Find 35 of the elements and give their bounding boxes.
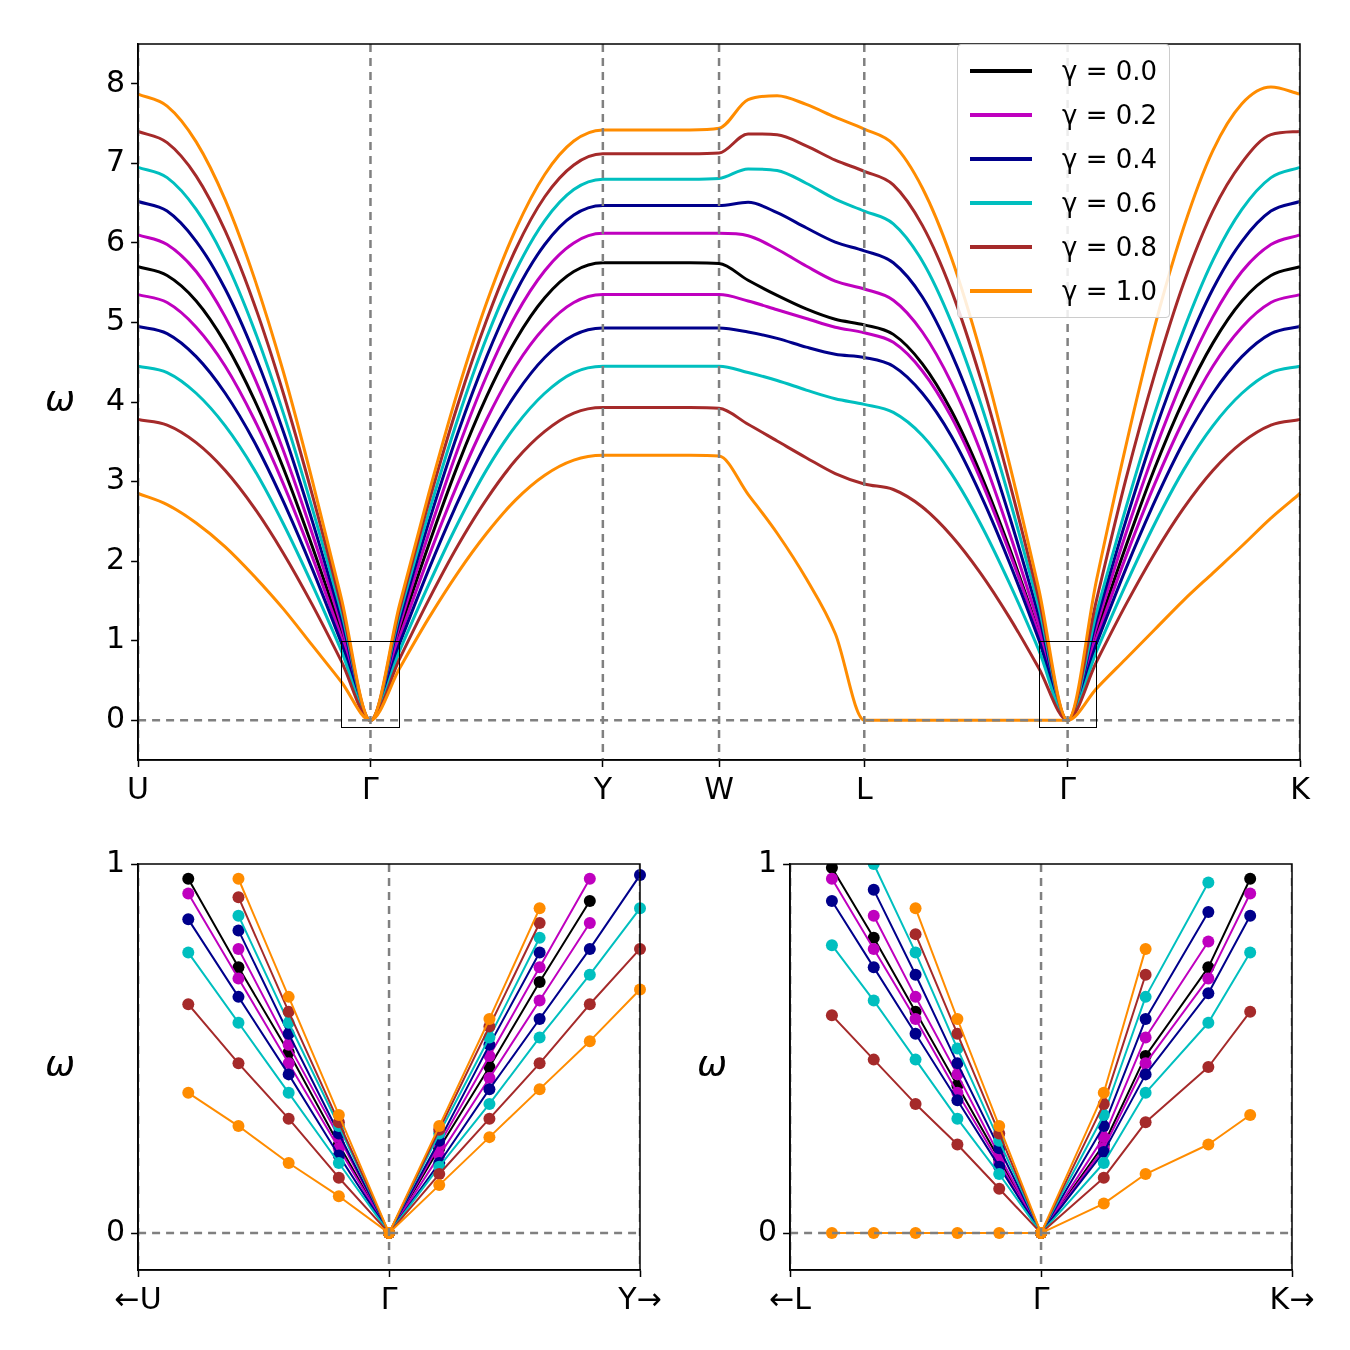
y-axis-title: ω (44, 378, 76, 420)
legend-label: γ = 0.0 (1062, 56, 1158, 86)
x-tick-label: K (1290, 770, 1312, 806)
legend-label: γ = 0.6 (1062, 188, 1158, 218)
y-tick-label: 2 (105, 540, 126, 576)
y-tick-label: 1 (105, 620, 126, 656)
x-tick-label: Γ (1059, 770, 1077, 806)
x-tick-label: Γ (1032, 1280, 1050, 1316)
x-tick-label: W (704, 770, 734, 806)
y-axis-title: ω (44, 1043, 76, 1085)
y-tick-label: 1 (757, 843, 778, 879)
x-tick-label: U (127, 770, 150, 806)
y-tick-label: 8 (105, 63, 126, 99)
x-tick-label: ←L (769, 1280, 812, 1316)
y-tick-label: 1 (105, 843, 126, 879)
y-axis-title: ω (696, 1043, 728, 1085)
y-tick-label: 4 (105, 381, 126, 417)
y-tick-label: 0 (757, 1212, 778, 1248)
y-tick-label: 5 (105, 302, 126, 338)
x-tick-label: Γ (380, 1280, 398, 1316)
x-tick-label: K→ (1269, 1280, 1315, 1316)
y-tick-label: 0 (105, 700, 126, 736)
x-tick-label: ←U (114, 1280, 162, 1316)
x-tick-label: Γ (362, 770, 380, 806)
legend-label: γ = 0.4 (1062, 144, 1158, 174)
x-tick-label: Y→ (617, 1280, 662, 1316)
legend-label: γ = 1.0 (1062, 276, 1158, 306)
legend-label: γ = 0.2 (1062, 100, 1158, 130)
legend-label: γ = 0.8 (1062, 232, 1158, 262)
x-tick-label: Y (592, 770, 613, 806)
y-tick-label: 6 (105, 222, 126, 258)
y-tick-label: 7 (105, 143, 126, 179)
y-tick-label: 3 (105, 461, 126, 497)
y-tick-label: 0 (105, 1212, 126, 1248)
x-tick-label: L (855, 770, 873, 806)
